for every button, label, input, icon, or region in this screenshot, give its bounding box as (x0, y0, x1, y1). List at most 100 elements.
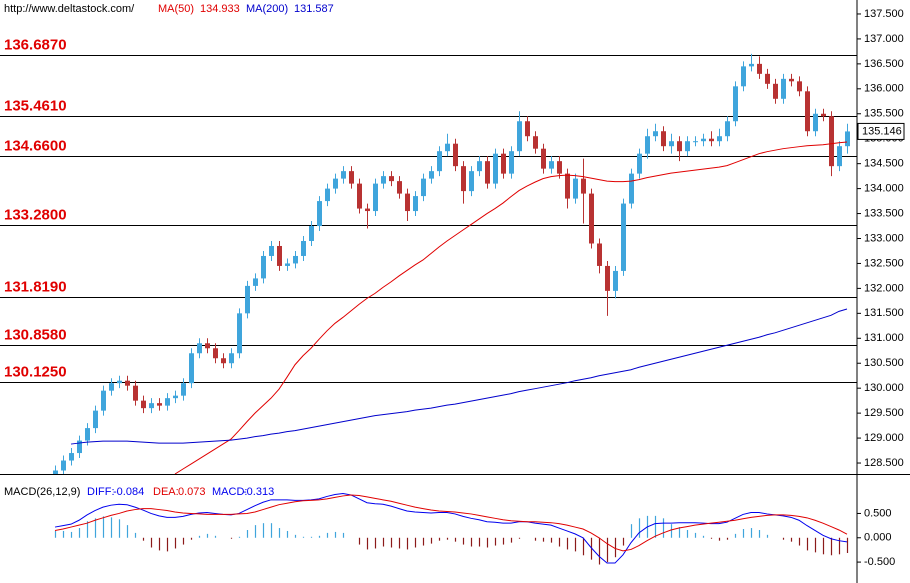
macd-plot (54, 493, 849, 565)
y-tick-label: 130.000 (864, 382, 904, 394)
candle-body (789, 78, 794, 82)
macd-y-tick-label: 0.000 (864, 532, 892, 544)
macd-line (54, 494, 848, 552)
last-price: 135.146 (862, 125, 902, 137)
candle-body (645, 136, 650, 154)
candle-body (509, 151, 514, 174)
candle-body (541, 148, 546, 169)
legend-dea: DEA: (153, 486, 179, 498)
candle-body (245, 285, 250, 314)
candle-body (157, 403, 162, 406)
legend-ma200: MA(200) (246, 3, 288, 15)
candle-body (797, 81, 802, 92)
candle-body (805, 91, 810, 132)
level-label: 131.8190 (4, 278, 67, 295)
candle-body (813, 113, 818, 132)
candle-body (589, 193, 594, 244)
y-tick-label: 137.500 (864, 8, 904, 20)
y-tick-label: 129.000 (864, 432, 904, 444)
candle-body (501, 153, 506, 174)
legend-diff-value: -0.084 (113, 486, 144, 498)
candle-body (261, 255, 266, 279)
candle-body (309, 226, 314, 241)
candle-body (525, 121, 530, 137)
legend-dea-value: 0.073 (178, 486, 206, 498)
candle-body (565, 173, 570, 199)
candle-body (301, 240, 306, 256)
y-tick-label: 133.500 (864, 207, 904, 219)
candle-body (53, 470, 58, 474)
y-tick-label: 134.000 (864, 183, 904, 195)
level-label: 135.4610 (4, 97, 67, 114)
candle-body (141, 400, 146, 409)
y-tick-label: 136.000 (864, 83, 904, 95)
y-tick-label: 132.000 (864, 282, 904, 294)
candle-body (69, 453, 74, 461)
candle-body (517, 121, 522, 152)
candle-body (357, 183, 362, 209)
candle-body (373, 183, 378, 212)
candle-body (389, 176, 394, 182)
legend-macd-value: -0.313 (243, 486, 274, 498)
legend-macd: MACD: (212, 486, 247, 498)
candle-body (749, 63, 754, 67)
candle-body (781, 78, 786, 99)
candle-body (173, 395, 178, 399)
overlay: http://www.deltastock.com/ MA(50) 134.93… (4, 3, 905, 568)
candle-body (405, 193, 410, 212)
candle-body (453, 143, 458, 167)
ma-line (70, 308, 848, 445)
candle-body (597, 243, 602, 266)
y-tick-label: 134.500 (864, 158, 904, 170)
candle-body (725, 121, 730, 137)
candle-body (421, 178, 426, 197)
candle-body (213, 348, 218, 359)
y-tick-label: 133.000 (864, 232, 904, 244)
candle-body (317, 201, 322, 227)
candle-body (101, 390, 106, 411)
candle-body (333, 178, 338, 189)
candle-body (285, 263, 290, 266)
candle-body (413, 196, 418, 212)
candle-body (581, 178, 586, 194)
candle-body (613, 270, 618, 291)
candle-body (605, 265, 610, 291)
legend-ma50-value: 134.933 (200, 3, 240, 15)
candle-body (477, 161, 482, 172)
candle-body (653, 131, 658, 137)
macd-y-tick-label: 0.500 (864, 507, 892, 519)
y-tick-label: 131.000 (864, 332, 904, 344)
candle-body (717, 136, 722, 142)
y-tick-label: 130.500 (864, 357, 904, 369)
candle-body (669, 141, 674, 147)
candle-body (221, 358, 226, 364)
candle-body (181, 383, 186, 396)
candle-body (485, 161, 490, 184)
candle-body (629, 173, 634, 204)
y-tick-label: 137.000 (864, 33, 904, 45)
level-label: 133.2800 (4, 206, 67, 223)
candle-body (845, 131, 850, 147)
level-label: 136.6870 (4, 36, 67, 53)
y-tick-label: 131.500 (864, 307, 904, 319)
level-label: 130.8580 (4, 326, 67, 343)
candle-body (349, 171, 354, 184)
candle-body (205, 343, 210, 349)
candle-body (773, 83, 778, 99)
macd-y-tick-label: -0.500 (864, 556, 895, 568)
candle-body (765, 73, 770, 84)
y-tick-label: 136.500 (864, 58, 904, 70)
y-tick-label: 132.500 (864, 257, 904, 269)
candle-body (429, 171, 434, 179)
candle-body (709, 138, 714, 142)
level-label: 130.1250 (4, 363, 67, 380)
candle-body (381, 176, 386, 184)
candle-body (637, 153, 642, 174)
candle-body (125, 380, 130, 386)
candle-body (109, 383, 114, 391)
candle-body (437, 151, 442, 172)
candle-body (149, 403, 154, 409)
candle-body (461, 166, 466, 192)
